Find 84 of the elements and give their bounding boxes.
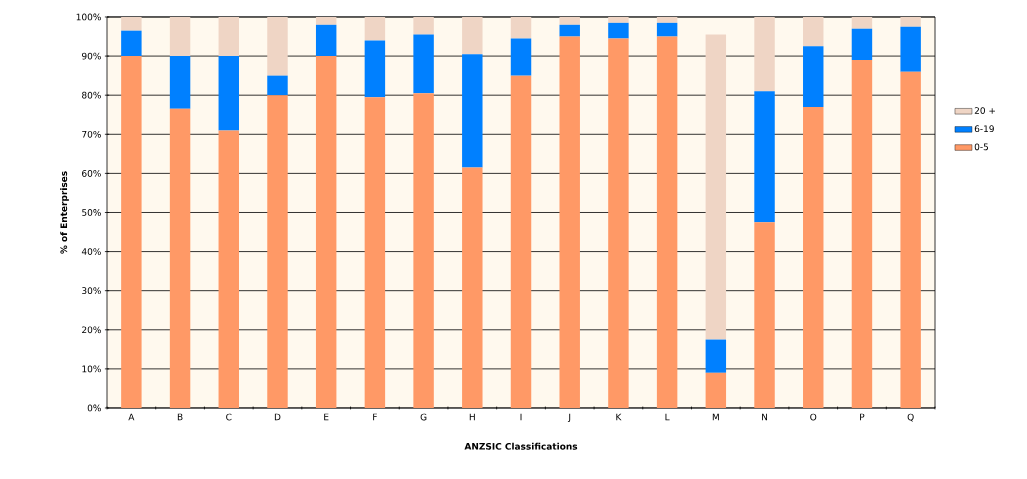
bar [754,222,775,408]
bar [559,16,580,25]
bar [900,26,921,72]
x-tick-label: F [373,413,377,421]
bar [754,91,775,223]
x-tick-label: O [810,413,817,421]
y-tick-label: 80% [82,91,101,99]
bar [121,30,142,57]
x-axis-title: ANZSIC Classifications [464,442,578,450]
y-tick-label: 40% [81,248,101,255]
bar [413,16,434,35]
bar [608,16,629,23]
bar [608,38,629,408]
bar [169,16,191,57]
bar [413,34,434,94]
bar [656,36,678,408]
y-tick-label: 50% [82,209,101,216]
bar [315,56,337,408]
y-tick-label: 60% [82,169,101,177]
bar [656,16,678,23]
bar [267,16,288,76]
bar [462,16,483,55]
y-tick-label: 20% [82,326,101,334]
y-tick-label: 10% [82,365,101,373]
bar [803,16,824,47]
bar [705,34,727,340]
x-tick-label: L [665,413,670,421]
bar [364,40,386,98]
bar [267,95,288,408]
bar [218,130,239,408]
bar [900,16,921,27]
bar [169,56,191,109]
y-axis-title: % of Enterprises [60,171,69,254]
legend-label: 6-19 [974,125,994,133]
x-tick-label: B [177,413,183,421]
bar [803,46,824,107]
bar [510,38,532,76]
x-tick-label: Q [907,413,914,422]
bar [608,22,629,39]
bar [413,93,434,408]
bar [851,16,873,29]
x-tick-label: J [567,413,571,422]
legend-label: 20 + [974,107,995,114]
x-tick-label: A [128,413,135,421]
x-tick-label: C [226,413,232,421]
bar [364,97,386,408]
bar [510,16,532,39]
y-tick-label: 100% [76,13,101,21]
bar [121,56,142,408]
bar [900,71,921,408]
x-tick-label: H [469,413,475,421]
bar [169,108,191,408]
bar [559,24,580,37]
x-tick-label: I [520,413,522,421]
y-tick-label: 0% [87,404,101,412]
bar [121,16,142,31]
x-tick-label: N [762,413,768,421]
x-tick-label: D [274,413,281,421]
y-tick-label: 70% [82,130,101,138]
bar [851,60,873,408]
bar [559,36,580,408]
bar [656,22,678,37]
y-tick-label: 90% [82,52,101,60]
bar [510,75,532,408]
y-tick-label: 30% [82,287,101,295]
bar [218,16,239,57]
bar [803,106,824,408]
bar [315,16,337,25]
x-tick-label: G [420,413,427,421]
bar [218,56,239,131]
bar [462,167,483,408]
bar [364,16,386,41]
x-tick-label: K [616,413,622,421]
x-tick-label: P [860,413,865,421]
bar [705,372,727,408]
bar [705,339,727,373]
bar [754,16,775,92]
bar [315,24,337,57]
bar [462,54,483,168]
x-tick-label: M [712,413,719,421]
bar [267,75,288,96]
bar [851,28,873,60]
x-tick-label: E [324,413,329,421]
legend-label: 0-5 [974,143,989,151]
